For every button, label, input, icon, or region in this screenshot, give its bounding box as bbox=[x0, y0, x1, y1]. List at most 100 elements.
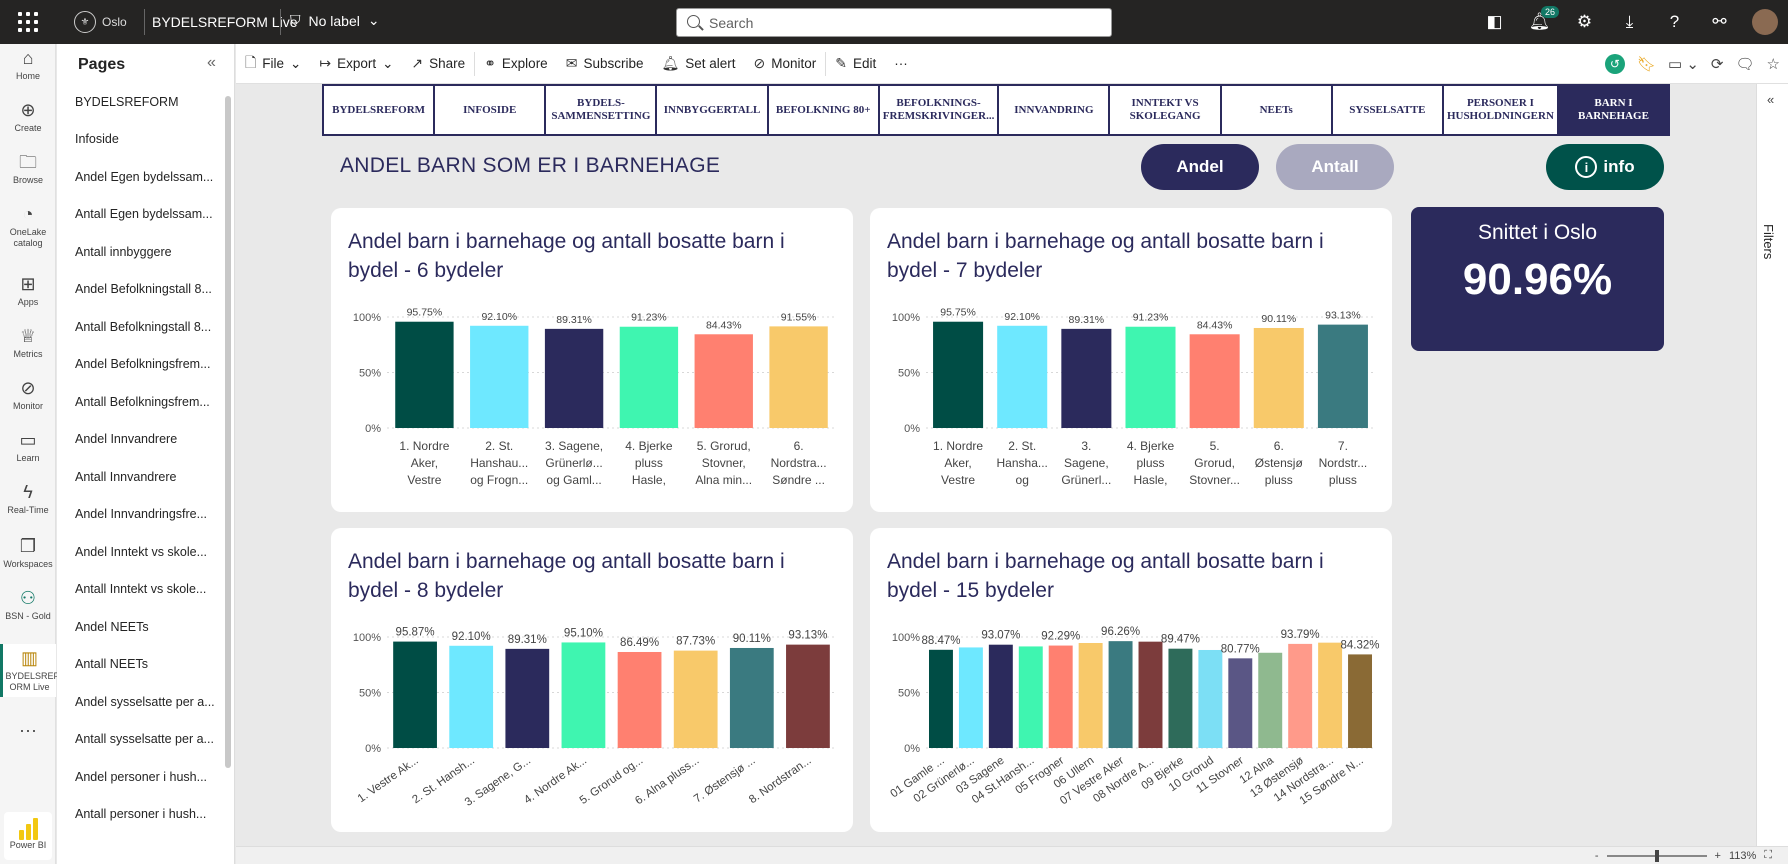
tab-befolkningsfremskrivinger[interactable]: BEFOLKNINGS-FREMSKRIVINGER... bbox=[880, 86, 1000, 134]
tab-befolkning-80[interactable]: BEFOLKNING 80+ bbox=[769, 86, 880, 134]
chart-card-15-bydeler[interactable]: Andel barn i barnehage og antall bosatte… bbox=[870, 528, 1392, 832]
page-item[interactable]: Andel NEETs bbox=[75, 620, 149, 634]
zoom-out-icon[interactable]: - bbox=[1594, 849, 1599, 862]
page-item[interactable]: Infoside bbox=[75, 132, 119, 146]
sensitivity-label-button[interactable]: ⛉ No label ⌄ bbox=[290, 12, 380, 29]
divider bbox=[474, 51, 476, 76]
filters-pane[interactable]: « Filters bbox=[1756, 84, 1788, 846]
zoom-thumb[interactable] bbox=[1654, 849, 1659, 862]
page-item[interactable]: Antall Befolkningsfrem... bbox=[75, 395, 210, 409]
page-item[interactable]: Andel sysselsatte per a... bbox=[75, 695, 215, 709]
page-item[interactable]: Antall Innvandrere bbox=[75, 470, 177, 484]
monitor-button[interactable]: ⊘ Monitor bbox=[745, 44, 826, 84]
page-item[interactable]: Antall Befolkningstall 8... bbox=[75, 320, 212, 334]
power-bi-switcher[interactable]: Power BI bbox=[4, 812, 52, 860]
chart-card-7-bydeler[interactable]: Andel barn i barnehage og antall bosatte… bbox=[870, 208, 1392, 512]
subscribe-button[interactable]: ✉ Subscribe bbox=[557, 44, 653, 84]
bar-chart-6-bydeler[interactable]: 100% 50% 0% 95.75% 1. Nordre Aker, Vestre 92.10… bbox=[331, 208, 853, 512]
tab-innbyggertall[interactable]: INNBYGGERTALL bbox=[657, 86, 769, 134]
page-item[interactable]: Andel Innvandrere bbox=[75, 432, 178, 446]
bar-chart-8-bydeler[interactable]: 100%50%0%95.87%1. Vestre Ak...92.10%2. S… bbox=[331, 528, 853, 832]
favorite-star-icon[interactable]: ☆ bbox=[1766, 56, 1780, 73]
tab-inntekt-vs-skolegang[interactable]: INNTEKT VS SKOLEGANG bbox=[1110, 86, 1222, 134]
bookmark-icon[interactable]: 🔖︎ bbox=[1636, 56, 1656, 73]
view-icon[interactable]: ▭ ⌄ bbox=[1668, 56, 1699, 73]
page-item[interactable]: Antall personer i hush... bbox=[75, 807, 207, 821]
tab-neets[interactable]: NEETs bbox=[1222, 86, 1333, 134]
page-item[interactable]: BYDELSREFORM bbox=[75, 95, 179, 109]
more-options-button[interactable]: ··· bbox=[885, 44, 917, 84]
nav-learn[interactable]: ▭ Learn bbox=[0, 430, 56, 464]
nav-home[interactable]: ⌂ Home bbox=[0, 48, 56, 82]
nav-bydelsreform-live[interactable]: ▥ BYDELSREF ORM Live bbox=[0, 644, 59, 697]
nav-realtime[interactable]: ϟ Real-Time bbox=[0, 482, 56, 516]
page-item[interactable]: Andel Befolkningsfrem... bbox=[75, 357, 211, 371]
page-item[interactable]: Antall Egen bydelssam... bbox=[75, 207, 213, 221]
page-item[interactable]: Antall innbyggere bbox=[75, 245, 172, 259]
tab-innvandring[interactable]: INNVANDRING bbox=[999, 86, 1111, 134]
nav-more[interactable]: ··· bbox=[0, 720, 56, 743]
bar-chart-15-bydeler[interactable]: 100%50%0%88.47%01 Gamle ...02 Grünerlø..… bbox=[870, 528, 1392, 832]
page-item[interactable]: Andel Befolkningstall 8... bbox=[75, 282, 212, 296]
nav-workspaces[interactable]: ❐ Workspaces bbox=[0, 536, 56, 570]
chart-card-6-bydeler[interactable]: Andel barn i barnehage og antall bosatte… bbox=[331, 208, 853, 512]
zoom-in-icon[interactable]: + bbox=[1714, 849, 1721, 862]
org-logo[interactable]: ⚜ Oslo bbox=[74, 11, 127, 33]
reset-icon[interactable]: ↺ bbox=[1604, 54, 1625, 74]
file-menu-button[interactable]: 🗋 File ⌄ bbox=[236, 44, 310, 84]
tab-bydelssammensetting[interactable]: BYDELS-SAMMENSETTING bbox=[546, 86, 658, 134]
tab-personer-i-husholdningern[interactable]: PERSONER I HUSHOLDNINGERN bbox=[1444, 86, 1559, 134]
panel-toggle-icon[interactable]: ◧ bbox=[1486, 12, 1503, 31]
x-tick-label-line: Nordstra... bbox=[771, 456, 827, 470]
page-item[interactable]: Antall sysselsatte per a... bbox=[75, 732, 214, 746]
edit-button[interactable]: ✎ Edit bbox=[826, 44, 885, 84]
zoom-control[interactable]: - + 113% ⛶ bbox=[1595, 849, 1772, 862]
nav-monitor[interactable]: ⊘ Monitor bbox=[0, 378, 56, 412]
fit-page-icon[interactable]: ⛶ bbox=[1764, 849, 1772, 861]
pages-scrollbar[interactable] bbox=[225, 96, 231, 768]
y-tick-label: 50% bbox=[898, 688, 920, 700]
set-alert-button[interactable]: 🔔︎ Set alert bbox=[652, 44, 744, 84]
notifications-button[interactable]: 🔔︎ 26 bbox=[1517, 0, 1562, 44]
app-launcher-icon[interactable] bbox=[18, 12, 38, 32]
expand-filters-icon[interactable]: « bbox=[1767, 92, 1775, 107]
nav-apps[interactable]: ⊞ Apps bbox=[0, 274, 56, 308]
share-button[interactable]: ↗ Share bbox=[402, 44, 474, 84]
help-icon[interactable]: ? bbox=[1669, 12, 1680, 31]
page-item[interactable]: Andel Inntekt vs skole... bbox=[75, 545, 208, 559]
search-input[interactable]: Search bbox=[676, 8, 1112, 37]
export-button[interactable]: ↦ Export ⌄ bbox=[310, 44, 402, 84]
download-icon[interactable]: ⤓ bbox=[1625, 12, 1634, 31]
page-item[interactable]: Antall NEETs bbox=[75, 657, 148, 671]
tab-barn-i-barnehage[interactable]: BARN I BARNEHAGE bbox=[1558, 86, 1669, 134]
page-item[interactable]: Andel Egen bydelssam... bbox=[75, 170, 214, 184]
refresh-icon[interactable]: ⟳ bbox=[1710, 56, 1724, 73]
page-item[interactable]: Andel personer i hush... bbox=[75, 770, 208, 784]
share-feedback-icon[interactable]: ⚯ bbox=[1712, 12, 1727, 31]
explore-button[interactable]: ⚭ Explore bbox=[475, 44, 557, 84]
x-tick-label-line: 1. Nordre bbox=[933, 439, 983, 453]
settings-gear-icon[interactable]: ⚙ bbox=[1576, 12, 1593, 31]
chart-card-8-bydeler[interactable]: Andel barn i barnehage og antall bosatte… bbox=[331, 528, 853, 832]
nav-metrics[interactable]: ♕ Metrics bbox=[0, 326, 56, 360]
nav-onelake[interactable]: ◔ OneLake catalog bbox=[0, 204, 56, 249]
andel-button[interactable]: Andel bbox=[1141, 144, 1259, 190]
nav-create[interactable]: ⊕ Create bbox=[0, 100, 56, 134]
comment-icon[interactable]: 🗨︎ bbox=[1735, 56, 1755, 73]
report-icon: ▥ bbox=[20, 648, 38, 668]
page-item[interactable]: Andel Innvandringsfre... bbox=[75, 507, 208, 521]
collapse-pages-icon[interactable]: « bbox=[207, 54, 216, 71]
info-button[interactable]: i info bbox=[1546, 144, 1664, 190]
tab-bydelsreform[interactable]: BYDELSREFORM bbox=[324, 86, 436, 134]
bar-chart-7-bydeler[interactable]: 100% 50% 0% 95.75% 1. Nordre Aker, Vestre 92.10… bbox=[870, 208, 1392, 512]
tab-sysselsatte[interactable]: SYSSELSATTE bbox=[1333, 86, 1444, 134]
tab-infoside[interactable]: INFOSIDE bbox=[435, 86, 547, 134]
avatar[interactable] bbox=[1752, 9, 1778, 35]
nav-bsn-gold[interactable]: ⚇ BSN - Gold bbox=[0, 588, 56, 622]
report-title[interactable]: BYDELSREFORM Live bbox=[152, 14, 298, 30]
page-item[interactable]: Antall Inntekt vs skole... bbox=[75, 582, 207, 596]
x-tick-label-line: og Gaml... bbox=[546, 473, 601, 487]
antall-button[interactable]: Antall bbox=[1276, 144, 1394, 190]
zoom-slider[interactable] bbox=[1606, 849, 1707, 862]
nav-browse[interactable]: 🗀 Browse bbox=[0, 152, 56, 186]
